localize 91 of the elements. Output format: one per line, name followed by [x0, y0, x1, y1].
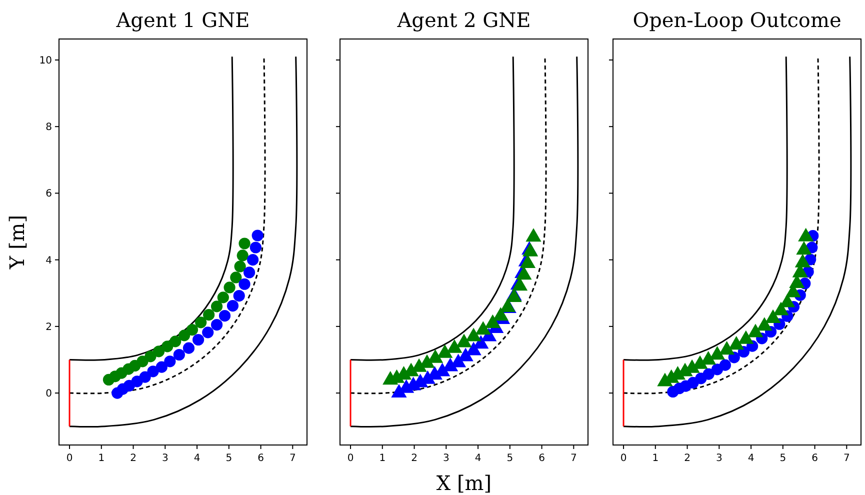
point: [798, 228, 814, 242]
point: [236, 250, 248, 262]
point: [252, 230, 264, 242]
x-tick-label: 3: [442, 453, 450, 464]
point: [247, 254, 259, 266]
point: [147, 366, 159, 378]
x-tick-label: 6: [812, 453, 818, 464]
x-tick-label: 5: [506, 453, 514, 464]
point: [446, 339, 462, 353]
x-tick-label: 5: [226, 453, 232, 464]
point: [210, 318, 223, 331]
point: [728, 336, 744, 350]
point: [139, 371, 151, 383]
point: [709, 346, 726, 360]
point: [526, 228, 542, 242]
point: [178, 330, 190, 342]
x-tick-label: 3: [716, 453, 722, 464]
point: [156, 361, 168, 373]
point: [186, 324, 198, 336]
x-tick-label: 1: [98, 453, 105, 464]
point: [765, 309, 781, 323]
line-series: [68, 56, 298, 428]
point: [492, 307, 508, 321]
point: [238, 278, 250, 290]
point: [202, 326, 214, 338]
x-tick-label: 6: [538, 453, 545, 464]
point: [226, 300, 239, 312]
point: [437, 344, 453, 358]
x-axis-title: X [m]: [436, 471, 492, 495]
x-tick-label: 0: [620, 453, 627, 464]
point: [230, 272, 242, 284]
point: [796, 241, 812, 255]
x-tick-label: 7: [570, 453, 577, 464]
point: [250, 242, 262, 254]
y-tick-label: 2: [46, 322, 52, 333]
point: [152, 346, 165, 358]
y-tick-label: 4: [46, 255, 52, 266]
point: [218, 310, 231, 322]
point: [748, 324, 764, 338]
y-tick-label: 10: [39, 55, 52, 66]
point: [203, 308, 215, 321]
point: [466, 328, 482, 342]
x-tick-label: 1: [652, 453, 659, 464]
point: [192, 334, 204, 346]
chart-title: Open-Loop Outcome: [632, 8, 842, 32]
point: [773, 302, 789, 316]
point: [738, 330, 754, 344]
point: [428, 349, 444, 363]
line-series: [68, 56, 266, 394]
x-tick-label: 2: [130, 453, 136, 464]
x-tick-label: 4: [748, 453, 754, 464]
x-tick-label: 0: [66, 453, 73, 464]
x-tick-label: 5: [780, 453, 786, 464]
y-axis-title: Y [m]: [5, 214, 29, 270]
point: [456, 334, 472, 348]
point: [756, 317, 772, 331]
point: [217, 292, 229, 304]
x-tick-label: 0: [347, 453, 354, 464]
point: [173, 348, 185, 361]
point: [144, 350, 156, 362]
point: [234, 260, 246, 272]
y-tick-label: 8: [46, 122, 52, 134]
y-tick-label: 6: [46, 188, 52, 200]
point: [224, 282, 236, 294]
x-tick-label: 7: [843, 453, 850, 464]
point: [182, 342, 195, 354]
point: [164, 356, 176, 368]
x-tick-label: 1: [379, 453, 386, 464]
point: [484, 314, 500, 328]
x-tick-label: 2: [684, 453, 690, 464]
point: [702, 368, 714, 380]
point: [238, 238, 250, 250]
point: [466, 342, 482, 356]
y-tick-label: 0: [46, 388, 52, 400]
x-tick-label: 4: [474, 453, 482, 464]
point: [475, 321, 491, 335]
point: [718, 341, 735, 355]
x-tick-label: 3: [162, 453, 168, 464]
point: [210, 300, 223, 312]
x-tick-label: 7: [289, 453, 296, 464]
point: [244, 266, 256, 278]
x-tick-label: 2: [411, 453, 418, 464]
x-tick-label: 6: [258, 453, 264, 464]
chart-title: Agent 1 GNE: [115, 8, 250, 32]
point: [170, 336, 182, 348]
point: [233, 290, 245, 302]
x-tick-label: 4: [194, 453, 200, 464]
point: [794, 254, 810, 268]
point: [195, 316, 207, 328]
chart-title: Agent 2 GNE: [396, 8, 531, 32]
point: [719, 359, 732, 371]
